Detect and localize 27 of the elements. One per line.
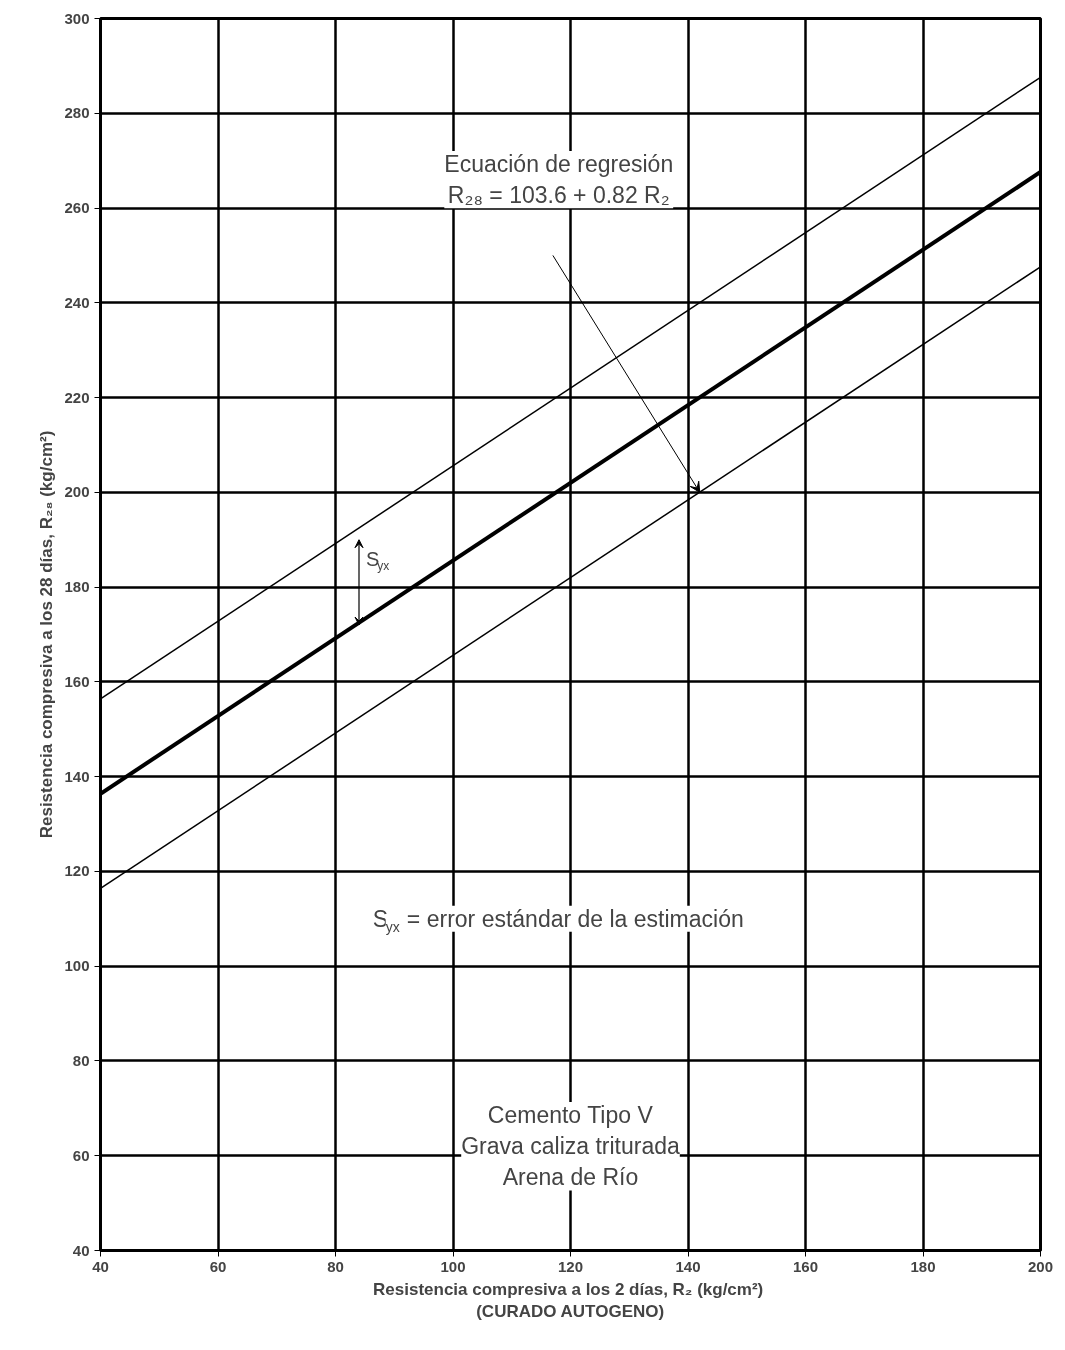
y-tick-label: 200 <box>64 483 90 501</box>
y-tick-label: 40 <box>72 1241 90 1259</box>
x-tick-label: 200 <box>1027 1257 1054 1275</box>
y-tick-label: 220 <box>64 388 90 406</box>
y-tick-label: 100 <box>64 957 90 975</box>
y-tick-label: 240 <box>64 293 90 311</box>
y-tick-label: 260 <box>64 199 90 217</box>
x-axis-title: Resistencia compresiva a los 2 días, R₂ (kg/cm²) (CURADO AUTOGENO) <box>373 1279 764 1322</box>
x-tick-label: 60 <box>209 1257 227 1275</box>
x-tick-label: 100 <box>440 1257 466 1275</box>
annotation: Cemento Tipo V Grava caliza triturada Arena de Río <box>461 1102 680 1191</box>
y-tick-label: 280 <box>64 104 90 122</box>
x-tick-label: 180 <box>910 1257 936 1275</box>
y-tick-label: 300 <box>64 9 90 27</box>
x-tick-label: 80 <box>327 1257 344 1275</box>
y-tick-label: 140 <box>64 767 90 785</box>
y-tick-label: 120 <box>64 862 90 880</box>
y-tick-label: 60 <box>72 1146 90 1164</box>
y-tick-label: 80 <box>72 1051 90 1069</box>
annotation: Ecuación de regresión R₂₈ = 103.6 + 0.82 R₂ <box>444 151 674 209</box>
x-tick-label: 160 <box>792 1257 819 1275</box>
x-tick-label: 140 <box>675 1257 701 1275</box>
y-tick-label: 160 <box>64 672 90 690</box>
x-tick-label: 120 <box>557 1257 584 1275</box>
x-tick-label: 40 <box>92 1257 109 1275</box>
y-axis-title: Resistencia compresiva a los 28 días, R₂₈ (kg/cm²) <box>37 430 57 839</box>
y-tick-label: 180 <box>64 578 90 596</box>
